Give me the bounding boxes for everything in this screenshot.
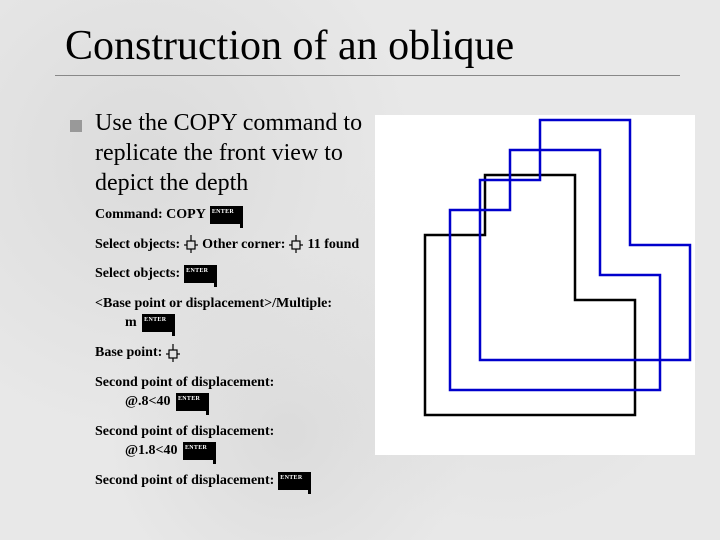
cmd-text: Command: COPY bbox=[95, 205, 206, 225]
cursor-icon bbox=[184, 235, 198, 253]
enter-key-icon bbox=[278, 472, 308, 490]
cmd-line-5: Base point: bbox=[95, 343, 405, 363]
enter-key-icon bbox=[183, 442, 213, 460]
cmd-line-3: Select objects: bbox=[95, 264, 405, 284]
cmd-text: Second point of displacement: bbox=[95, 375, 274, 390]
cmd-text: @.8<40 bbox=[125, 394, 171, 409]
cursor-icon bbox=[166, 344, 180, 362]
cmd-line-7: Second point of displacement: @1.8<40 bbox=[95, 422, 405, 461]
cmd-text: Second point of displacement: bbox=[95, 424, 274, 439]
cmd-text: <Base point or displacement>/Multiple: bbox=[95, 296, 332, 311]
main-bullet-text: Use the COPY command to replicate the fr… bbox=[95, 108, 380, 198]
enter-key-icon bbox=[210, 206, 240, 224]
cmd-text: @1.8<40 bbox=[125, 443, 178, 458]
cmd-text: Select objects: bbox=[95, 264, 180, 284]
cmd-line-4: <Base point or displacement>/Multiple: m bbox=[95, 294, 405, 333]
enter-key-icon bbox=[184, 265, 214, 283]
diagram-svg bbox=[375, 115, 695, 455]
cursor-icon bbox=[289, 235, 303, 253]
cmd-line-2: Select objects: Other corner: 11 found bbox=[95, 235, 405, 255]
command-block: Command: COPY Select objects: Other corn… bbox=[95, 205, 405, 501]
cmd-text: m bbox=[125, 315, 137, 330]
cmd-text: Base point: bbox=[95, 343, 162, 363]
enter-key-icon bbox=[142, 314, 172, 332]
bullet-icon bbox=[70, 120, 82, 132]
oblique-diagram bbox=[375, 115, 695, 455]
title-underline bbox=[55, 75, 680, 76]
cmd-text: 11 found bbox=[307, 235, 359, 255]
cmd-text: Other corner: bbox=[202, 235, 285, 255]
slide-title: Construction of an oblique bbox=[65, 22, 514, 70]
enter-key-icon bbox=[176, 393, 206, 411]
cmd-line-6: Second point of displacement: @.8<40 bbox=[95, 373, 405, 412]
cmd-line-1: Command: COPY bbox=[95, 205, 405, 225]
cmd-line-8: Second point of displacement: bbox=[95, 471, 405, 491]
cmd-text: Second point of displacement: bbox=[95, 471, 274, 491]
cmd-text: Select objects: bbox=[95, 235, 180, 255]
